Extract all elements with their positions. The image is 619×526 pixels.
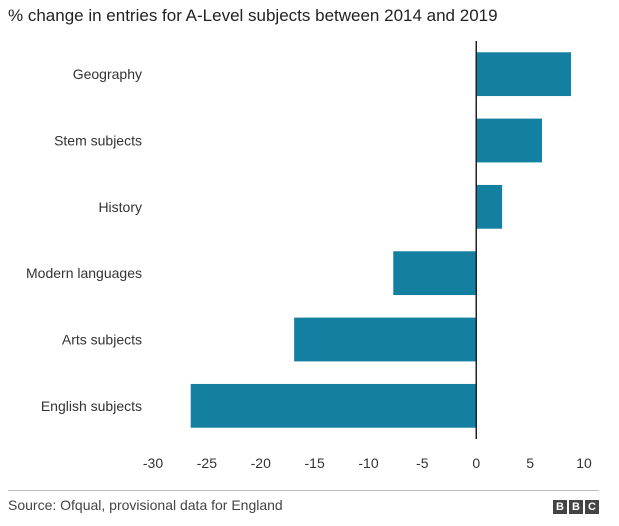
category-labels: Geography Stem subjects History Modern lang… [26,66,142,414]
bbc-logo-letter: B [569,500,583,514]
x-tick-label: 10 [576,455,592,471]
x-tick-label: -5 [416,455,429,471]
x-tick-label: 0 [472,455,480,471]
footer-divider [8,490,599,491]
x-tick-label: 5 [526,455,534,471]
x-axis-ticks: -30 -25 -20 -15 -10 -5 0 5 10 [143,455,592,471]
x-tick-label: -25 [197,455,217,471]
bbc-logo-letter: B [553,500,567,514]
category-label: Arts subjects [62,332,142,348]
category-label: History [98,199,142,215]
category-label: English subjects [41,398,142,414]
category-label: Geography [73,66,142,82]
category-label: Modern languages [26,265,142,281]
chart-title: % change in entries for A-Level subjects… [8,6,498,25]
category-label: Stem subjects [54,133,142,149]
bbc-logo: B B C [553,500,599,514]
bar [476,118,542,163]
bar [294,317,477,362]
x-tick-label: -10 [358,455,378,471]
bar [476,184,503,229]
x-tick-label: -20 [251,455,271,471]
x-tick-label: -30 [143,455,163,471]
bar [190,383,477,428]
bbc-logo-letter: C [585,500,599,514]
source-note: Source: Ofqual, provisional data for Eng… [8,497,283,513]
bar [393,251,477,296]
bar [476,52,572,97]
x-tick-label: -15 [305,455,325,471]
bars-layer [190,52,572,428]
